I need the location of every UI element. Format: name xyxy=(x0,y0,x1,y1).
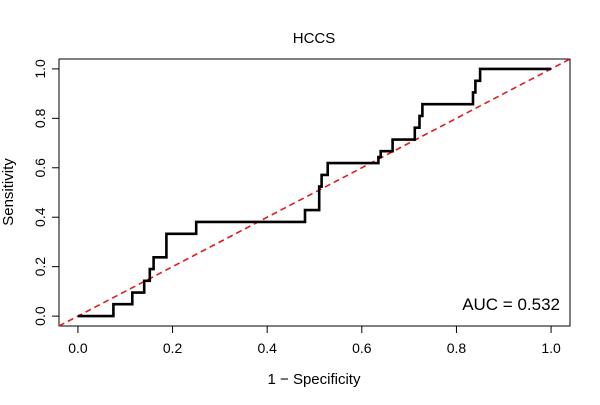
reference-diagonal-line xyxy=(58,58,571,327)
chart-title: HCCS xyxy=(293,30,336,47)
roc-curve-line xyxy=(77,67,552,318)
x-tick-label: 0.0 xyxy=(68,340,88,356)
x-tick-label: 0.8 xyxy=(447,340,467,356)
auc-annotation: AUC = 0.532 xyxy=(462,295,560,314)
x-axis-label: 1 − Specificity xyxy=(268,371,361,388)
y-tick-label: 1.0 xyxy=(32,59,48,79)
y-tick-label: 0.0 xyxy=(32,306,48,326)
plot-area xyxy=(58,58,571,327)
y-tick-label: 0.4 xyxy=(32,207,48,227)
y-axis-label: Sensitivity xyxy=(0,158,17,226)
x-tick-label: 0.6 xyxy=(352,340,372,356)
y-axis: 0.0 0.2 0.4 0.6 0.8 1.0 xyxy=(32,59,60,326)
y-tick-label: 0.2 xyxy=(32,257,48,277)
y-tick-label: 0.6 xyxy=(32,158,48,178)
y-tick-label: 0.8 xyxy=(32,108,48,128)
x-tick-label: 0.2 xyxy=(163,340,183,356)
x-axis: 0.0 0.2 0.4 0.6 0.8 1.0 xyxy=(68,325,561,356)
x-tick-label: 0.4 xyxy=(257,340,277,356)
x-tick-label: 1.0 xyxy=(541,340,561,356)
